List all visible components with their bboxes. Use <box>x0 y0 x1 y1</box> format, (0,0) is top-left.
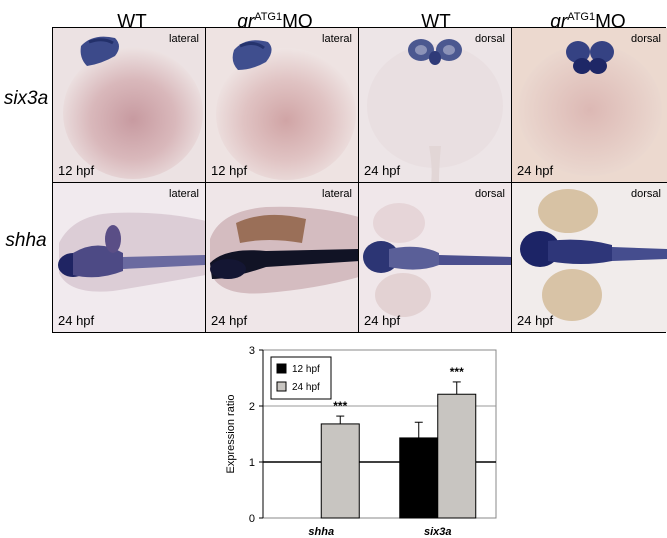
view-label: lateral <box>169 33 199 45</box>
legend-swatch <box>276 381 287 392</box>
stage-label: 24 hpf <box>364 313 401 328</box>
panel-six3a-mo-lateral: lateral 12 hpf <box>206 28 359 183</box>
bar-chart-svg: *** *** 0 1 2 3 Expression ratio shha six3a 12 … <box>225 345 497 538</box>
stage-label: 24 hpf <box>211 313 248 328</box>
expression-ratio-chart: *** *** 0 1 2 3 Expression ratio shha six3a 12 … <box>210 340 500 538</box>
y-tick-label: 0 <box>249 513 255 525</box>
in-situ-image-grid: lateral 12 hpf lateral 12 hpf <box>52 27 667 333</box>
panel-shha-wt-lateral: lateral 24 hpf <box>53 183 206 332</box>
chart-significance: *** *** <box>333 365 464 413</box>
chart-axes: 0 1 2 3 Expression ratio shha six3a <box>225 345 452 538</box>
bar <box>320 423 360 519</box>
x-category-label: six3a <box>424 526 452 538</box>
embryo-image <box>520 189 667 321</box>
stage-label: 24 hpf <box>517 163 554 178</box>
embryo-image <box>367 39 503 182</box>
bar <box>437 393 477 519</box>
view-label: dorsal <box>475 33 505 45</box>
stage-label: 12 hpf <box>211 163 248 178</box>
panel-shha-mo-lateral: lateral 24 hpf <box>206 183 359 332</box>
x-category-label: shha <box>308 526 334 538</box>
panel-shha-mo-dorsal: dorsal 24 hpf <box>512 183 667 332</box>
y-tick-label: 1 <box>249 457 255 469</box>
stage-label: 24 hpf <box>364 163 401 178</box>
stage-label: 24 hpf <box>58 313 95 328</box>
significance-mark: *** <box>450 365 464 379</box>
chart-legend: 12 hpf 24 hpf <box>270 356 332 400</box>
panel-six3a-wt-dorsal: dorsal 24 hpf <box>359 28 512 183</box>
row-label-shha: shha <box>5 230 47 251</box>
bar <box>399 437 439 519</box>
embryo-image <box>58 212 205 292</box>
y-tick-label: 3 <box>249 345 255 357</box>
embryo-image <box>63 36 203 179</box>
view-label: lateral <box>322 33 352 45</box>
legend-label: 12 hpf <box>292 364 320 375</box>
y-axis-label: Expression ratio <box>225 395 237 474</box>
embryo-image <box>518 41 662 176</box>
embryo-image <box>216 40 356 180</box>
view-label: dorsal <box>475 188 505 200</box>
legend-swatch <box>276 363 287 374</box>
embryo-image <box>363 203 511 317</box>
chart-error-bars <box>336 381 461 438</box>
legend-label: 24 hpf <box>292 382 320 393</box>
stage-label: 12 hpf <box>58 163 95 178</box>
view-label: lateral <box>322 188 352 200</box>
view-label: dorsal <box>631 33 661 45</box>
stage-label: 24 hpf <box>517 313 554 328</box>
row-label-six3a: six3a <box>3 88 49 109</box>
significance-mark: *** <box>333 399 347 413</box>
view-label: lateral <box>169 188 199 200</box>
view-label: dorsal <box>631 188 661 200</box>
embryo-image <box>210 206 358 294</box>
y-tick-label: 2 <box>249 401 255 413</box>
panel-shha-wt-dorsal: dorsal 24 hpf <box>359 183 512 332</box>
panel-six3a-wt-lateral: lateral 12 hpf <box>53 28 206 183</box>
panel-six3a-mo-dorsal: dorsal 24 hpf <box>512 28 667 183</box>
